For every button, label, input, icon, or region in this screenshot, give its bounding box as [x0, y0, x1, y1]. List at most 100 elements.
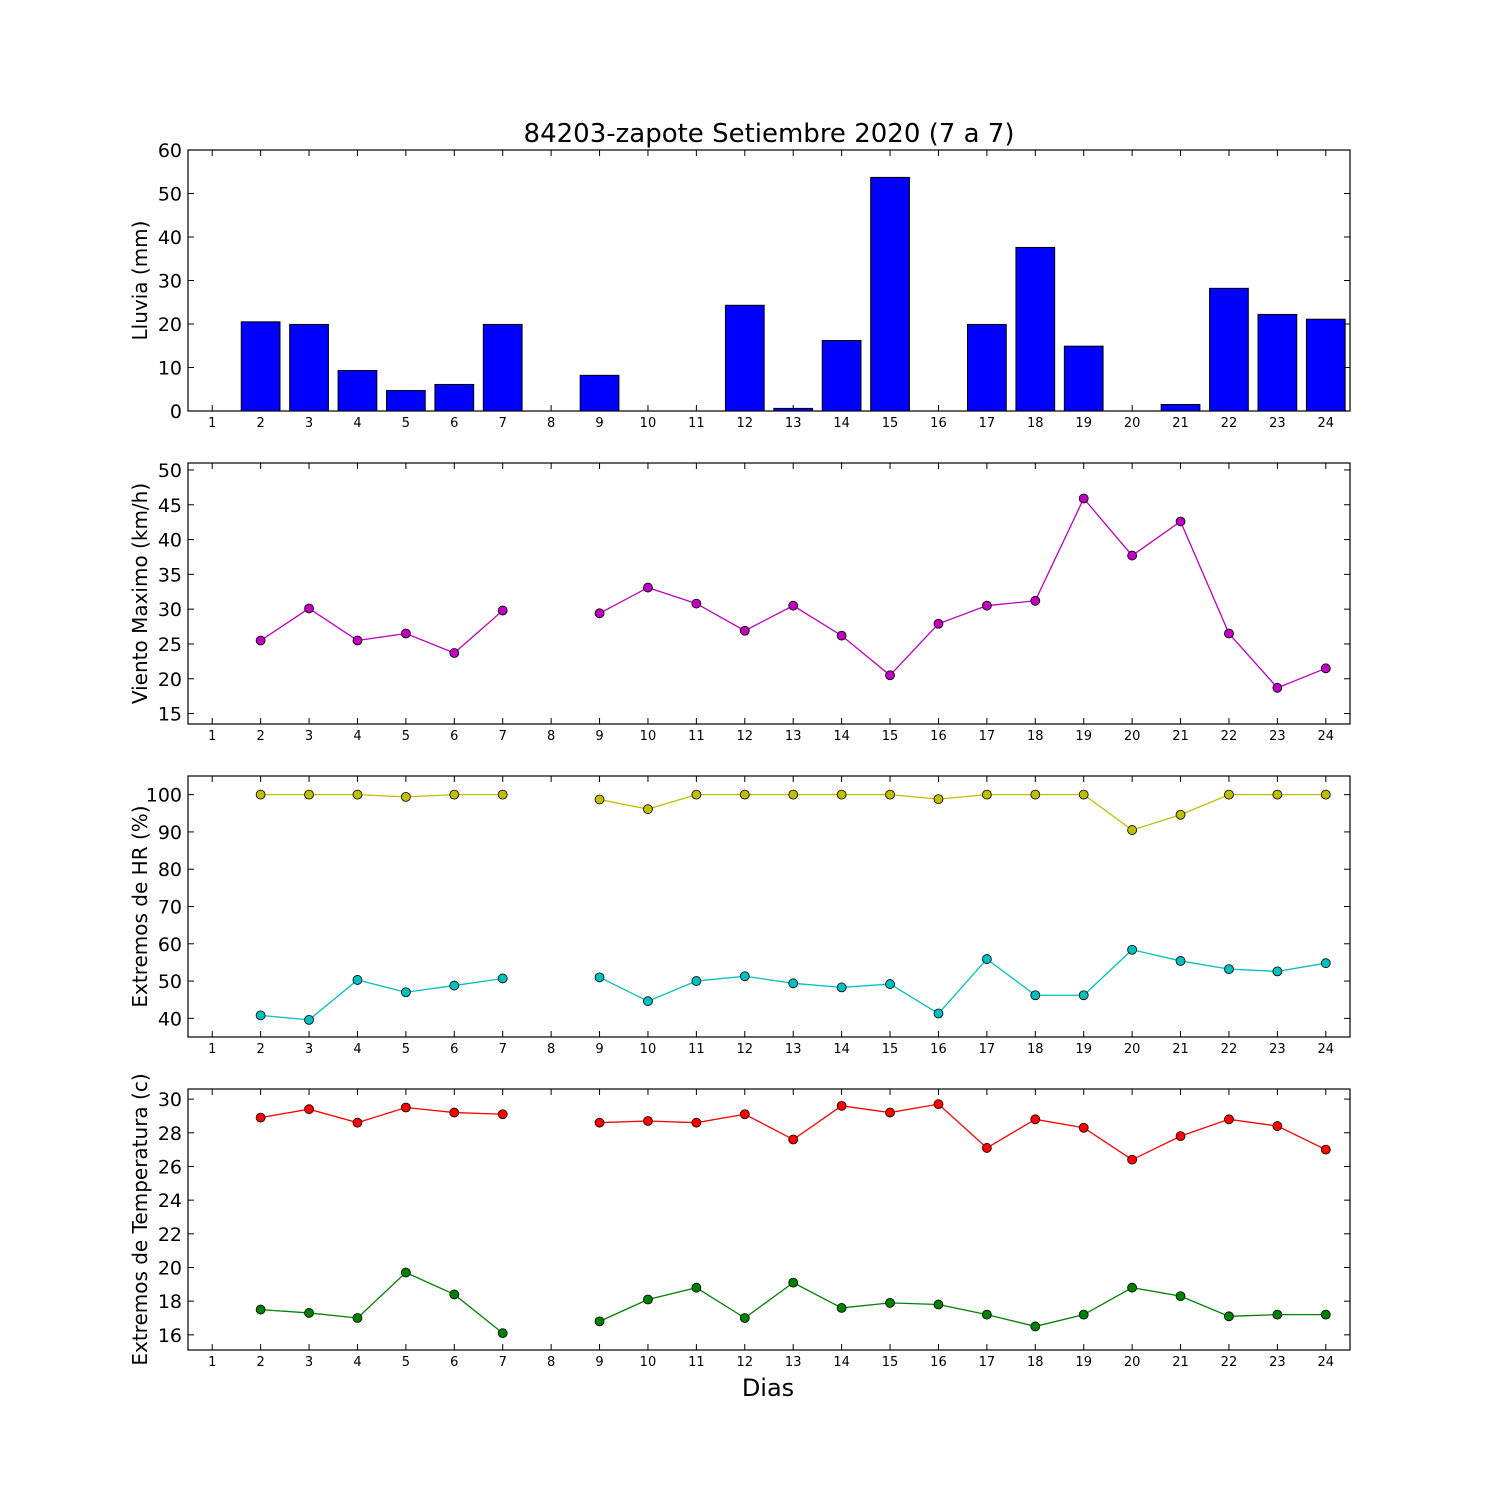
data-point [449, 789, 460, 800]
y-tick-label: 40 [158, 1008, 182, 1030]
series-line [260, 607, 504, 654]
data-point [836, 982, 847, 993]
data-point [497, 1328, 508, 1339]
y-tick-label: 35 [158, 564, 182, 586]
y-tick-label: 60 [158, 934, 182, 956]
x-tick-label: 2 [256, 1355, 264, 1370]
x-tick-label: 21 [1172, 1042, 1189, 1057]
data-point [981, 789, 992, 800]
bar [1063, 345, 1104, 412]
x-tick-label: 1 [208, 416, 216, 431]
x-tick-label: 5 [402, 1355, 410, 1370]
plot-frame [187, 462, 1351, 725]
data-point [691, 1282, 702, 1293]
data-point [933, 1008, 944, 1019]
data-point [304, 603, 314, 614]
y-axis-label: Viento Maximo (km/h) [128, 483, 152, 704]
x-tick-label: 13 [785, 1042, 802, 1057]
y-tick-label: 24 [158, 1190, 182, 1212]
x-tick-label: 12 [737, 1042, 754, 1057]
bar [1209, 287, 1249, 412]
x-tick-label: 6 [450, 729, 458, 744]
x-tick-label: 21 [1172, 416, 1189, 431]
data-point [739, 971, 750, 982]
x-tick-label: 11 [688, 729, 705, 744]
data-point [1078, 493, 1089, 504]
data-point [1078, 1122, 1089, 1133]
data-point [400, 1267, 411, 1278]
x-tick-label: 3 [305, 1042, 313, 1057]
data-point [400, 1102, 411, 1113]
x-tick-label: 3 [305, 729, 313, 744]
bar [1015, 246, 1056, 412]
data-point [594, 1316, 605, 1327]
data-point [594, 794, 605, 805]
x-tick-label: 4 [353, 416, 361, 431]
bar [434, 383, 475, 412]
x-tick-label: 24 [1318, 729, 1335, 744]
series-line [260, 793, 503, 798]
data-point [255, 1112, 266, 1123]
data-point [1320, 1144, 1331, 1155]
x-tick-label: 6 [450, 1042, 458, 1057]
data-point [836, 1303, 847, 1313]
data-point [497, 789, 508, 800]
data-point [691, 976, 702, 986]
data-point [400, 628, 411, 639]
data-point [691, 1117, 702, 1128]
data-point [1030, 789, 1041, 800]
data-point [1078, 1309, 1089, 1320]
x-tick-label: 7 [499, 1042, 507, 1057]
x-tick-label: 10 [640, 1042, 657, 1057]
x-tick-label: 24 [1318, 1042, 1335, 1057]
y-tick-label: 0 [170, 401, 182, 423]
data-point [739, 625, 750, 636]
bar [337, 370, 378, 412]
data-point [981, 1143, 992, 1153]
x-tick-label: 4 [353, 729, 361, 744]
x-tick-label: 18 [1027, 729, 1044, 744]
x-tick-label: 19 [1075, 416, 1092, 431]
y-tick-label: 20 [158, 314, 182, 336]
data-point [1078, 789, 1089, 800]
y-tick-label: 18 [158, 1291, 182, 1313]
y-tick-label: 70 [158, 897, 182, 919]
x-tick-label: 20 [1124, 1355, 1141, 1370]
x-tick-label: 7 [499, 729, 507, 744]
x-tick-label: 16 [930, 729, 947, 744]
x-tick-label: 19 [1075, 1355, 1092, 1370]
y-axis-label: Lluvia (mm) [128, 221, 152, 341]
x-tick-label: 19 [1075, 729, 1092, 744]
data-point [1175, 809, 1186, 820]
data-point [594, 1117, 605, 1128]
x-tick-label: 8 [547, 1355, 555, 1370]
data-point [352, 1313, 363, 1323]
x-tick-label: 14 [833, 729, 850, 744]
x-tick-label: 7 [499, 416, 507, 431]
x-tick-label: 16 [930, 416, 947, 431]
x-tick-label: 11 [688, 1355, 705, 1370]
data-point [1030, 1321, 1041, 1332]
data-point [304, 1104, 314, 1115]
y-tick-label: 15 [158, 704, 182, 726]
x-tick-label: 8 [547, 1042, 555, 1057]
data-point [1175, 956, 1186, 966]
data-point [643, 804, 653, 815]
data-point [352, 975, 363, 985]
x-tick-label: 15 [882, 1355, 899, 1370]
y-tick-label: 80 [158, 859, 182, 881]
x-tick-label: 24 [1318, 1355, 1335, 1370]
x-tick-label: 22 [1221, 729, 1238, 744]
data-point [981, 1309, 992, 1320]
y-tick-label: 20 [158, 669, 182, 691]
bar [482, 323, 523, 412]
data-point [400, 791, 411, 802]
x-tick-label: 4 [353, 1355, 361, 1370]
data-point [1127, 944, 1138, 955]
bar [870, 176, 910, 412]
y-axis-label: Extremos de HR (%) [128, 805, 152, 1007]
data-point [1224, 1114, 1234, 1125]
data-point [1320, 663, 1331, 674]
